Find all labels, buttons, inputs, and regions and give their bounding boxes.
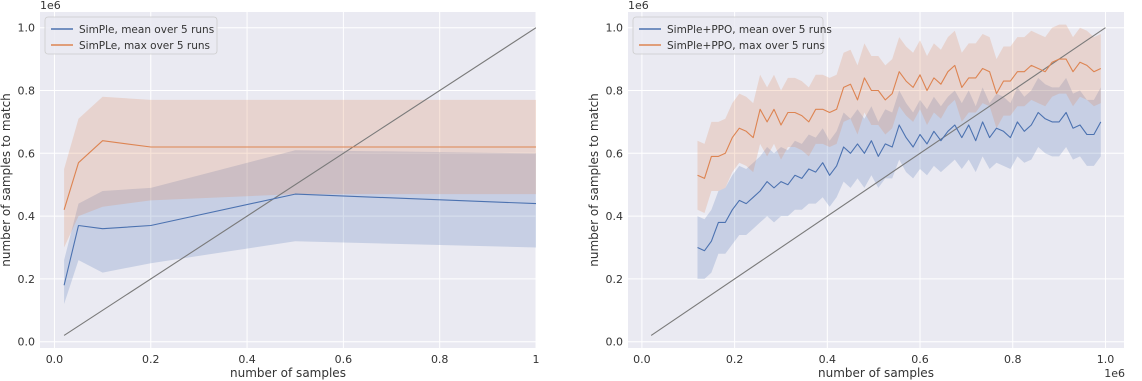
y-axis-label: number of samples to match <box>587 93 601 267</box>
plot-area <box>40 12 536 348</box>
x-tick-label: 0.8 <box>431 353 449 366</box>
gridlines <box>40 12 537 348</box>
x-axis-label: number of samples <box>230 366 346 380</box>
y-tick-label: 0.8 <box>18 85 36 98</box>
y-tick-label: 0.0 <box>606 336 624 349</box>
y-tick-label: 0.8 <box>606 85 624 98</box>
legend: SimPle, mean over 5 runs SimPLe, max over… <box>44 16 218 55</box>
plot-content <box>63 27 536 336</box>
x-tick-label: 0.0 <box>633 353 651 366</box>
y-tick-label: 0.4 <box>18 210 36 223</box>
legend-box <box>44 16 218 55</box>
y-tick-label: 0.6 <box>606 147 624 160</box>
legend-box <box>632 16 824 55</box>
y-tick-label: 0.4 <box>606 210 624 223</box>
y-axis-label: number of samples to match <box>0 93 13 267</box>
y-tick-label: 0.2 <box>606 273 624 286</box>
series-line-1 <box>697 111 1102 252</box>
series-line-2 <box>697 58 1102 179</box>
series-line-1 <box>63 193 536 286</box>
x-tick-label: 0.6 <box>911 353 929 366</box>
confidence-band-series-1 <box>64 150 536 304</box>
y-tick-label: 0.2 <box>18 273 36 286</box>
confidence-band-series-2 <box>64 96 536 248</box>
x-tick-label: 0.0 <box>46 353 64 366</box>
confidence-band-series-1 <box>697 77 1101 279</box>
legend-label-2: SimPle+PPO, max over 5 runs <box>667 40 825 52</box>
diagonal-reference-line <box>650 27 1106 336</box>
x-axis-label: number of samples <box>818 366 934 380</box>
x-tick-label: 1 <box>533 353 540 366</box>
y-offset-label: 1e6 <box>628 0 649 12</box>
x-tick-label: 0.6 <box>335 353 353 366</box>
y-tick-label: 0.6 <box>18 147 36 160</box>
y-tick-label: 0.0 <box>18 336 36 349</box>
legend-label-2: SimPLe, max over 5 runs <box>79 40 210 52</box>
y-offset-label: 1e6 <box>40 0 61 12</box>
x-offset-label: 1e6 <box>1104 367 1125 380</box>
legend-label-1: SimPle+PPO, mean over 5 runs <box>667 24 832 36</box>
x-tick-label: 0.8 <box>1004 353 1022 366</box>
confidence-band-series-2 <box>697 24 1101 213</box>
x-tick-label: 0.4 <box>238 353 256 366</box>
y-tick-label: 1.0 <box>18 22 36 35</box>
x-tick-label: 0.4 <box>819 353 837 366</box>
y-tick-label: 1.0 <box>606 22 624 35</box>
chart-panel-1: 0.0 0.2 0.4 0.6 0.8 1 0.0 0.2 0.4 0.6 0.8 1.0 number… <box>0 0 540 380</box>
plot-area <box>628 12 1124 348</box>
plot-content <box>650 24 1106 336</box>
diagonal-reference-line <box>63 27 536 336</box>
x-tick-label: 0.2 <box>142 353 160 366</box>
legend: SimPle+PPO, mean over 5 runs SimPle+PPO, … <box>632 16 832 55</box>
x-tick-label: 0.2 <box>726 353 744 366</box>
series-line-2 <box>63 140 536 210</box>
x-tick-label: 1.0 <box>1097 353 1115 366</box>
legend-label-1: SimPle, mean over 5 runs <box>79 24 214 36</box>
chart-panel-2: 0.0 0.2 0.4 0.6 0.8 1.0 0.0 0.2 0.4 0.6 0.8 1.0 numb… <box>587 0 1125 380</box>
